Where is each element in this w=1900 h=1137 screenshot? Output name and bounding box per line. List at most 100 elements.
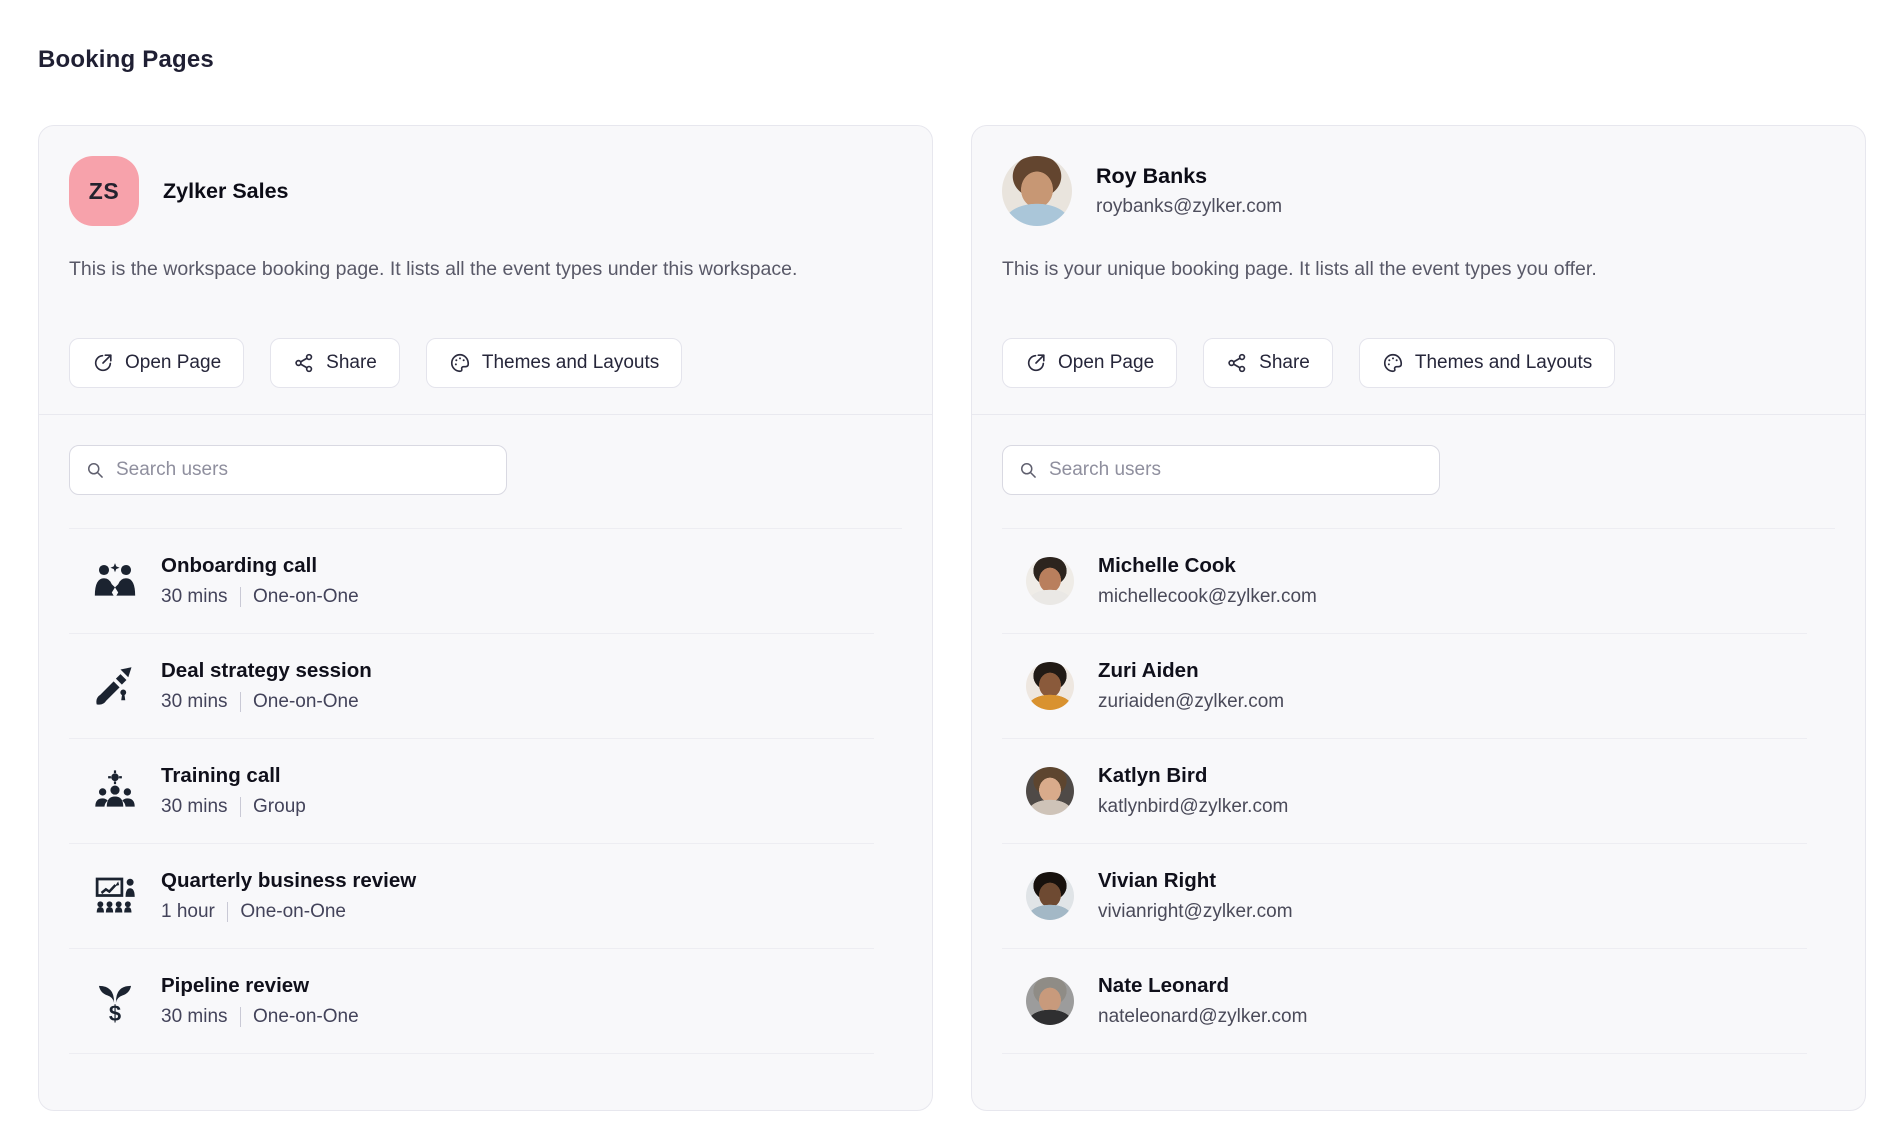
event-type-icon (93, 979, 137, 1023)
user-avatar (1026, 977, 1074, 1025)
owner-name: Roy Banks (1096, 164, 1208, 188)
workspace-avatar: ZS (69, 156, 139, 226)
user-name: Zuri Aiden (1098, 659, 1199, 682)
user-avatar (1026, 662, 1074, 710)
workspace-actions: Open Page Share (69, 338, 902, 388)
user-row[interactable]: Katlyn Bird katlynbird@zylker.com (1002, 739, 1807, 844)
user-email: michellecook@zylker.com (1098, 586, 1317, 607)
personal-card-header: Roy Banks roybanks@zylker.com This is yo… (972, 126, 1865, 388)
themes-layouts-label: Themes and Layouts (1414, 352, 1593, 373)
user-name: Katlyn Bird (1098, 764, 1208, 787)
meta-separator (239, 692, 242, 712)
user-avatar (1026, 557, 1074, 605)
open-page-button[interactable]: Open Page (1002, 338, 1178, 388)
user-name: Vivian Right (1098, 869, 1217, 892)
workspace-search-box (69, 445, 507, 495)
workspace-name: Zylker Sales (163, 178, 289, 203)
event-duration: 30 mins (161, 691, 228, 712)
event-type-meta: 1 hour One-on-One (161, 901, 416, 923)
personal-search-box (1002, 445, 1440, 495)
user-name: Nate Leonard (1098, 974, 1229, 997)
event-type-row[interactable]: Quarterly business review 1 hour One-on-… (69, 844, 874, 949)
palette-icon (1383, 353, 1402, 373)
user-avatar (1026, 872, 1074, 920)
user-email: katlynbird@zylker.com (1098, 796, 1289, 817)
search-icon (1021, 463, 1036, 478)
owner-avatar (1002, 156, 1072, 226)
event-type-meta: 30 mins One-on-One (161, 586, 359, 608)
user-row[interactable]: Michelle Cook michellecook@zylker.com (1002, 529, 1807, 634)
event-type-title: Training call (161, 764, 281, 787)
event-kind: One-on-One (253, 1006, 359, 1027)
user-email: nateleonard@zylker.com (1098, 1006, 1308, 1027)
user-row[interactable]: Nate Leonard nateleonard@zylker.com (1002, 949, 1807, 1054)
workspace-booking-card: ZS Zylker Sales This is the workspace bo… (38, 125, 933, 1111)
header-divider (39, 414, 932, 415)
event-duration: 30 mins (161, 586, 228, 607)
user-email: vivianright@zylker.com (1098, 901, 1293, 922)
workspace-card-body: Onboarding call 30 mins One-on-One Deal … (39, 415, 932, 1110)
event-duration: 1 hour (161, 901, 215, 922)
open-page-label: Open Page (1058, 352, 1155, 373)
themes-layouts-button[interactable]: Themes and Layouts (1358, 338, 1616, 388)
header-divider (972, 414, 1865, 415)
search-input[interactable] (1049, 459, 1424, 481)
share-label: Share (326, 352, 377, 373)
palette-icon (450, 353, 469, 373)
event-type-title: Pipeline review (161, 974, 310, 997)
share-button[interactable]: Share (1203, 338, 1333, 388)
event-type-title: Deal strategy session (161, 659, 372, 682)
owner-email: roybanks@zylker.com (1096, 196, 1283, 217)
event-type-icon (93, 769, 137, 813)
event-kind: Group (253, 796, 306, 817)
user-row[interactable]: Vivian Right vivianright@zylker.com (1002, 844, 1807, 949)
share-button[interactable]: Share (270, 338, 400, 388)
personal-description: This is your unique booking page. It lis… (1002, 258, 1597, 280)
workspace-card-header: ZS Zylker Sales This is the workspace bo… (39, 126, 932, 388)
event-type-row[interactable]: Onboarding call 30 mins One-on-One (69, 529, 874, 634)
user-row[interactable]: Zuri Aiden zuriaiden@zylker.com (1002, 634, 1807, 739)
open-page-icon (1027, 354, 1045, 372)
open-page-icon (94, 354, 112, 372)
user-email: zuriaiden@zylker.com (1098, 691, 1285, 712)
event-type-icon (93, 559, 137, 603)
meta-separator (239, 587, 242, 607)
event-type-meta: 30 mins One-on-One (161, 1006, 359, 1028)
meta-separator (239, 1007, 242, 1027)
event-duration: 30 mins (161, 1006, 228, 1027)
event-type-meta: 30 mins Group (161, 796, 306, 818)
personal-booking-card: Roy Banks roybanks@zylker.com This is yo… (971, 125, 1866, 1111)
event-kind: One-on-One (253, 691, 359, 712)
event-type-row[interactable]: Training call 30 mins Group (69, 739, 874, 844)
workspace-description: This is the workspace booking page. It l… (69, 258, 798, 280)
meta-separator (239, 797, 242, 817)
event-kind: One-on-One (240, 901, 346, 922)
open-page-button[interactable]: Open Page (69, 338, 245, 388)
event-type-row[interactable]: Deal strategy session 30 mins One-on-One (69, 634, 874, 739)
open-page-label: Open Page (125, 352, 222, 373)
user-avatar (1026, 767, 1074, 815)
personal-actions: Open Page Share (1002, 338, 1835, 388)
search-icon (88, 463, 103, 478)
event-type-title: Onboarding call (161, 554, 318, 577)
event-type-icon (93, 664, 137, 708)
themes-layouts-button[interactable]: Themes and Layouts (425, 338, 683, 388)
share-label: Share (1259, 352, 1310, 373)
event-type-meta: 30 mins One-on-One (161, 691, 372, 713)
event-type-list: Onboarding call 30 mins One-on-One Deal … (69, 528, 902, 1054)
user-name: Michelle Cook (1098, 554, 1236, 577)
user-list: Michelle Cook michellecook@zylker.com Zu… (1002, 528, 1835, 1054)
event-type-row[interactable]: Pipeline review 30 mins One-on-One (69, 949, 874, 1054)
event-type-title: Quarterly business review (161, 869, 417, 892)
meta-separator (226, 902, 229, 922)
page-title: Booking Pages (38, 46, 214, 73)
event-duration: 30 mins (161, 796, 228, 817)
share-icon (295, 353, 313, 373)
cards-row: ZS Zylker Sales This is the workspace bo… (38, 125, 1866, 1111)
search-input[interactable] (116, 459, 491, 481)
themes-layouts-label: Themes and Layouts (481, 352, 660, 373)
event-type-icon (93, 874, 137, 918)
share-icon (1228, 353, 1246, 373)
event-kind: One-on-One (253, 586, 359, 607)
booking-pages-screen: Booking Pages ZS Zylker Sales This is th… (38, 46, 1866, 1111)
